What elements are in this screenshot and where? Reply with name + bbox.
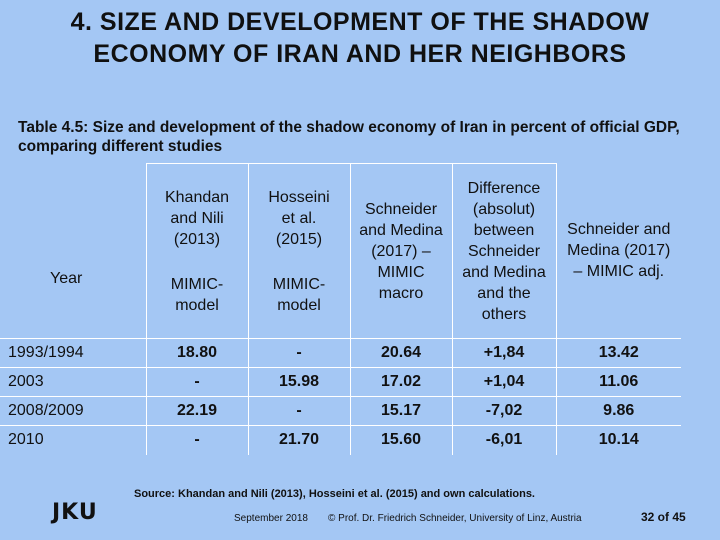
cell-khandan-nili: 18.80 — [145, 338, 249, 368]
cell-schneider-medina-adj: 9.86 — [555, 396, 681, 426]
source-note: Source: Khandan and Nili (2013), Hossein… — [134, 488, 535, 500]
footer-copyright: © Prof. Dr. Friedrich Schneider, Univers… — [328, 513, 582, 524]
cell-difference: -6,01 — [451, 425, 557, 455]
cell-hosseini: - — [247, 338, 351, 368]
cell-hosseini: 21.70 — [247, 425, 351, 455]
cell-hosseini: 15.98 — [247, 367, 351, 397]
cell-schneider-medina-macro: 20.64 — [349, 338, 453, 368]
jku-logo: JKU — [52, 500, 98, 525]
title-line-1: 4. SIZE AND DEVELOPMENT OF THE SHADOW — [70, 8, 650, 36]
cell-schneider-medina-macro: 15.60 — [349, 425, 453, 455]
cell-hosseini: - — [247, 396, 351, 426]
cell-year: 2010 — [0, 425, 147, 455]
cell-khandan-nili: - — [145, 425, 249, 455]
header-schneider-medina-adj: Schneider and Medina (2017) – MIMIC adj. — [555, 163, 681, 339]
table-row: 1993/1994 18.80 - 20.64 +1,84 13.42 — [0, 338, 681, 368]
cell-year: 2008/2009 — [0, 396, 147, 426]
header-year: Year — [0, 163, 147, 339]
page-number: 32 of 45 — [641, 510, 686, 524]
header-khandan-nili: Khandan and Nili (2013) MIMIC-model — [145, 163, 249, 339]
cell-schneider-medina-adj: 11.06 — [555, 367, 681, 397]
header-schneider-medina-macro: Schneider and Medina (2017) – MIMIC macr… — [349, 163, 453, 339]
cell-schneider-medina-macro: 17.02 — [349, 367, 453, 397]
cell-difference: +1,84 — [451, 338, 557, 368]
title-line-2: ECONOMY OF IRAN AND HER NEIGHBORS — [93, 40, 627, 68]
slide-title: 4. SIZE AND DEVELOPMENT OF THE SHADOW EC… — [0, 6, 720, 70]
cell-schneider-medina-adj: 10.14 — [555, 425, 681, 455]
cell-year: 1993/1994 — [0, 338, 147, 368]
cell-difference: -7,02 — [451, 396, 557, 426]
table-row: 2010 - 21.70 15.60 -6,01 10.14 — [0, 425, 681, 455]
shadow-economy-table: Year Khandan and Nili (2013) MIMIC-model… — [0, 163, 681, 455]
footer-date: September 2018 — [234, 513, 308, 524]
header-hosseini: Hosseini et al. (2015) MIMIC-model — [247, 163, 351, 339]
cell-khandan-nili: - — [145, 367, 249, 397]
header-difference: Difference (absolut) between Schneider a… — [451, 163, 557, 339]
table-row: 2008/2009 22.19 - 15.17 -7,02 9.86 — [0, 396, 681, 426]
cell-schneider-medina-macro: 15.17 — [349, 396, 453, 426]
table-row: 2003 - 15.98 17.02 +1,04 11.06 — [0, 367, 681, 397]
table-caption: Table 4.5: Size and development of the s… — [18, 119, 680, 155]
cell-year: 2003 — [0, 367, 147, 397]
cell-schneider-medina-adj: 13.42 — [555, 338, 681, 368]
cell-khandan-nili: 22.19 — [145, 396, 249, 426]
cell-difference: +1,04 — [451, 367, 557, 397]
